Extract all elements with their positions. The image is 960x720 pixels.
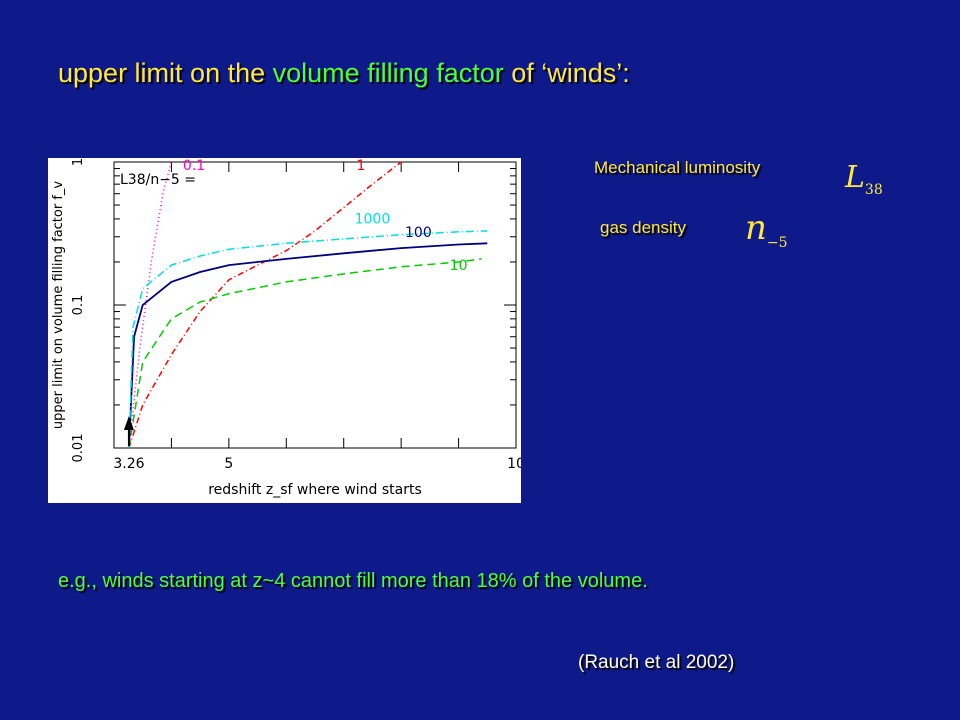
density-symbol-sub: −5 <box>766 234 788 251</box>
y-tick-label-2: 1 <box>71 158 86 166</box>
axis-ticks <box>114 162 516 449</box>
series-label-100: 100 <box>405 225 432 241</box>
legend-header: L38/n−5 = <box>120 172 196 188</box>
series-label-1: 1 <box>356 158 365 174</box>
y-tick-label-1: 0.1 <box>71 295 86 316</box>
title-highlight: volume filling factor <box>272 58 504 88</box>
chart-panel: 3.26 5 10 0.01 0.1 1 redshift z_sf where wind … <box>48 158 521 503</box>
slide-title: upper limit on the volume filling factor… <box>58 58 630 89</box>
luminosity-symbol-sub: 38 <box>864 182 883 198</box>
x-tick-label-2: 10 <box>507 456 521 472</box>
y-axis-label: upper limit on volume filling factor f_v <box>51 181 66 430</box>
luminosity-symbol: L38 <box>845 160 883 198</box>
series-label-1000: 1000 <box>355 212 391 228</box>
density-symbol: n−5 <box>745 208 788 251</box>
series-label-0.1: 0.1 <box>183 158 205 174</box>
title-part3: of ‘winds’: <box>503 58 630 88</box>
title-part1: upper limit on the <box>58 58 273 88</box>
start-marker-arrow-icon <box>123 416 134 430</box>
x-tick-label-0: 3.26 <box>113 456 144 472</box>
axis-labels: 3.26 5 10 0.01 0.1 1 redshift z_sf where wind … <box>51 158 521 498</box>
plot-frame <box>113 161 517 449</box>
density-symbol-main: n <box>745 208 767 248</box>
y-tick-label-0: 0.01 <box>71 434 86 463</box>
x-axis-label: redshift z_sf where wind starts <box>208 482 422 498</box>
luminosity-symbol-main: L <box>845 160 865 195</box>
x-tick-label-1: 5 <box>224 456 233 472</box>
example-text: e.g., winds starting at z~4 cannot fill … <box>58 570 648 592</box>
series-label-10: 10 <box>450 258 468 274</box>
legend-density-label: gas density <box>600 218 686 237</box>
series-line-10 <box>128 258 482 449</box>
legend-luminosity-label: Mechanical luminosity <box>594 158 761 177</box>
series-line-100 <box>128 242 488 449</box>
series-line-1 <box>128 161 402 449</box>
filling-factor-chart: 3.26 5 10 0.01 0.1 1 redshift z_sf where wind … <box>51 158 521 498</box>
series-line-1000 <box>128 230 488 449</box>
citation: (Rauch et al 2002) <box>578 652 735 673</box>
series-layer <box>123 161 488 449</box>
